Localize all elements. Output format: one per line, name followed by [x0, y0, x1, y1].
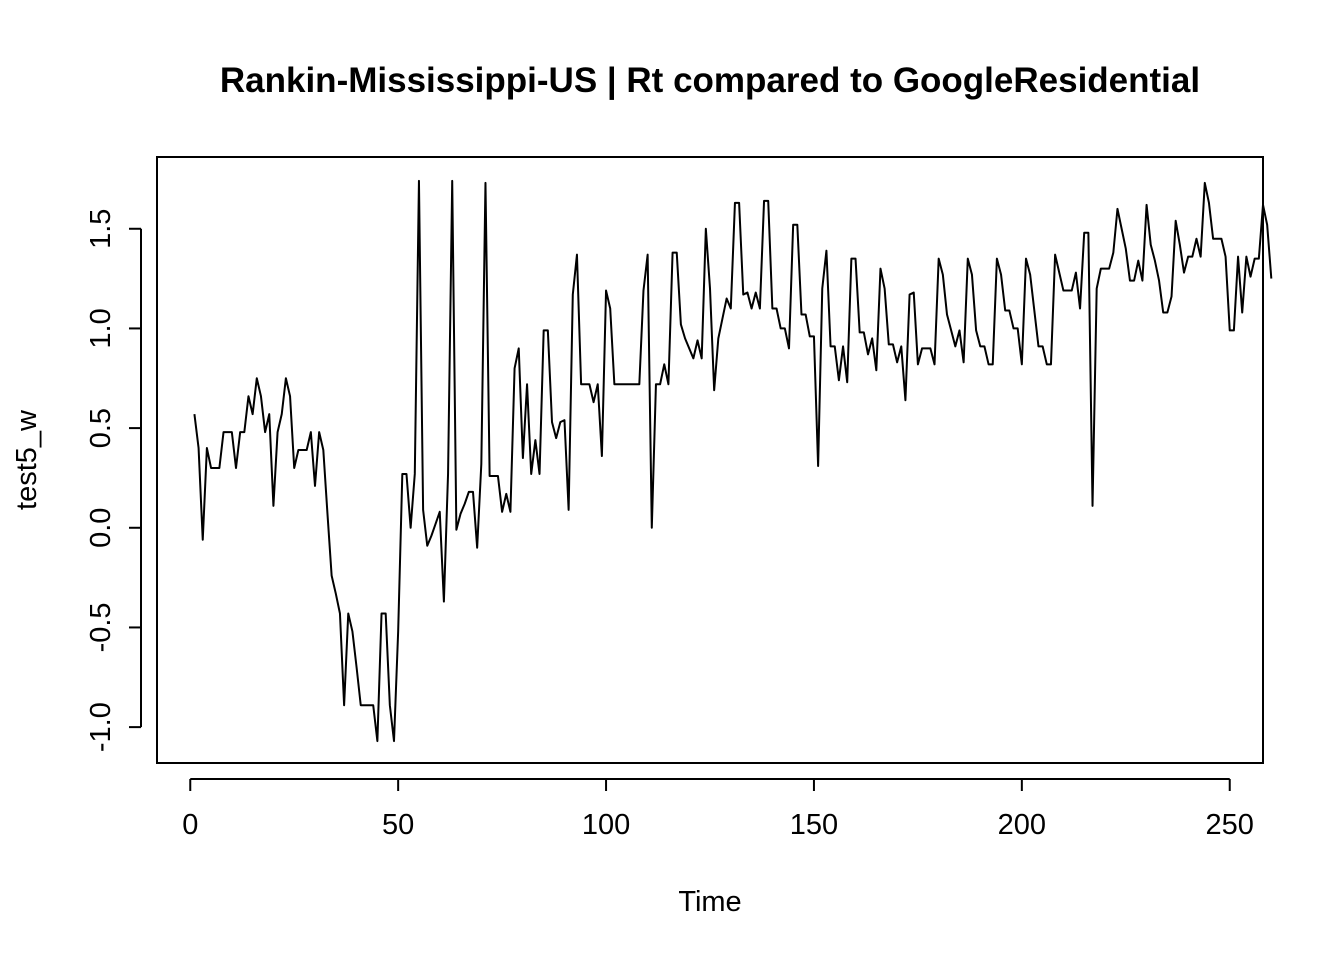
chart-title: Rankin-Mississippi-US | Rt compared to G… — [220, 61, 1200, 100]
y-tick-label: 0.5 — [85, 408, 117, 448]
y-tick-label: -1.0 — [85, 702, 117, 752]
x-tick-label: 150 — [790, 809, 838, 841]
plot-area-frame — [156, 156, 1264, 764]
y-tick-label: 1.0 — [85, 308, 117, 348]
x-tick-label: 0 — [182, 809, 198, 841]
x-tick-label: 200 — [998, 809, 1046, 841]
x-axis: 0 50 100 150 200 250 — [182, 778, 1254, 841]
y-axis-label: test5_w — [11, 409, 43, 510]
y-tick-label: -0.5 — [85, 602, 117, 652]
x-tick-label: 250 — [1206, 809, 1254, 841]
y-tick-label: 1.5 — [85, 209, 117, 249]
x-tick-label: 50 — [382, 809, 414, 841]
y-axis: -1.0 -0.5 0.0 0.5 1.0 1.5 — [85, 209, 142, 752]
series-line-test5-w — [193, 179, 1273, 743]
x-axis-label: Time — [678, 886, 741, 918]
y-tick-label: 0.0 — [85, 508, 117, 548]
x-tick-label: 100 — [582, 809, 630, 841]
